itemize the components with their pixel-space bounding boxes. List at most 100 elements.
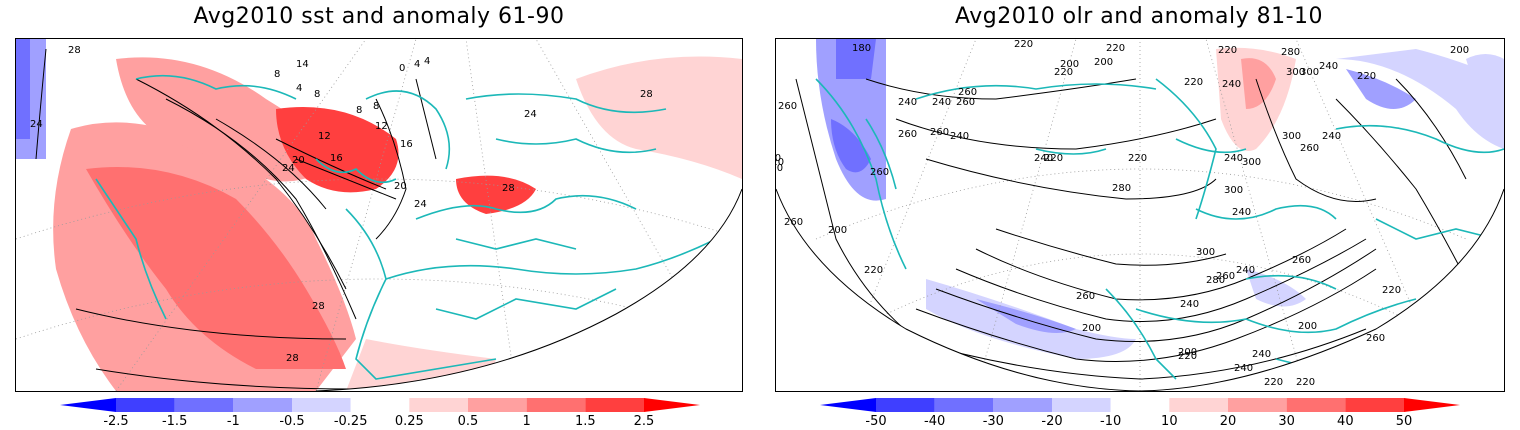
sst-anomaly-north [116, 57, 336, 182]
svg-text:240: 240 [1180, 299, 1199, 310]
svg-text:260: 260 [958, 87, 977, 98]
svg-text:240: 240 [1252, 349, 1271, 360]
colorbar-tick-label: 0.25 [394, 414, 424, 429]
colorbar-tick-label: 40 [1337, 414, 1354, 429]
svg-text:220: 220 [1128, 153, 1147, 164]
svg-text:300: 300 [1286, 67, 1305, 78]
colorbar-swatch [292, 398, 351, 412]
svg-text:240: 240 [1224, 153, 1243, 164]
svg-text:220: 220 [1296, 377, 1315, 388]
svg-text:220: 220 [776, 157, 784, 168]
colorbar-tick-label: -30 [982, 414, 1004, 429]
svg-text:220: 220 [1178, 351, 1197, 362]
colorbar-tick-label: -0.5 [279, 414, 305, 429]
sst-anomaly-med [456, 175, 536, 214]
colorbar-swatch [993, 398, 1052, 412]
colorbar-swatch [1345, 398, 1404, 412]
svg-text:28: 28 [502, 183, 515, 194]
svg-text:20: 20 [292, 155, 305, 166]
olr-anomaly-blue-east [1336, 49, 1504, 149]
svg-text:8: 8 [274, 69, 280, 80]
svg-text:280: 280 [1112, 183, 1131, 194]
sst-anomaly-east [576, 56, 742, 179]
svg-text:300: 300 [1300, 67, 1319, 78]
svg-text:200: 200 [1060, 59, 1079, 70]
panel-title-sst: Avg2010 sst and anomaly 61-90 [193, 4, 565, 29]
svg-text:28: 28 [640, 89, 653, 100]
colorbar-swatch [468, 398, 527, 412]
svg-text:220: 220 [1218, 45, 1237, 56]
colorbar-arrow-low [820, 398, 876, 412]
svg-text:24: 24 [414, 199, 427, 210]
svg-text:240: 240 [1034, 153, 1053, 164]
svg-text:28: 28 [286, 353, 299, 364]
svg-text:220: 220 [1382, 285, 1401, 296]
svg-text:20: 20 [394, 181, 407, 192]
svg-text:12: 12 [318, 131, 331, 142]
colorbar-tick-label: -40 [924, 414, 946, 429]
contour-labels-sst: 28 24 8 14 4 0 4 8 4 8 8 12 12 16 16 20 … [30, 45, 653, 364]
svg-text:24: 24 [30, 119, 43, 130]
colorbar-arrow-high [1404, 398, 1460, 412]
svg-text:240: 240 [1236, 265, 1255, 276]
svg-text:28: 28 [68, 45, 81, 56]
colorbar-tick-label: 30 [1278, 414, 1295, 429]
svg-text:200: 200 [1094, 57, 1113, 68]
svg-text:260: 260 [898, 129, 917, 140]
svg-text:260: 260 [1292, 255, 1311, 266]
svg-text:0: 0 [399, 63, 405, 74]
colorbar-swatch [934, 398, 994, 412]
svg-text:260: 260 [1366, 333, 1385, 344]
svg-text:4: 4 [414, 59, 420, 70]
svg-text:8: 8 [373, 101, 379, 112]
svg-text:8: 8 [356, 105, 362, 116]
svg-text:14: 14 [296, 59, 309, 70]
svg-text:220: 220 [864, 265, 883, 276]
svg-text:260: 260 [870, 167, 889, 178]
svg-text:260: 260 [1076, 291, 1095, 302]
colorbar-tick-label: 2.5 [633, 414, 655, 429]
svg-text:4: 4 [424, 56, 430, 67]
colorbar-swatch [1110, 398, 1170, 412]
svg-text:220: 220 [1357, 71, 1376, 82]
svg-text:240: 240 [1222, 79, 1241, 90]
map-olr: 180 220 220 200 220 200 220 220 240 280 … [775, 38, 1505, 392]
svg-text:220: 220 [1106, 43, 1125, 54]
svg-text:260: 260 [1300, 143, 1319, 154]
colorbar-tick-label: 20 [1219, 414, 1237, 429]
svg-text:280: 280 [1281, 47, 1300, 58]
svg-text:220: 220 [1054, 67, 1073, 78]
svg-text:240: 240 [1234, 363, 1253, 374]
svg-text:24: 24 [282, 163, 295, 174]
colorbar-tick-label: -2.5 [103, 414, 129, 429]
svg-text:220: 220 [1044, 153, 1063, 164]
svg-text:220: 220 [1264, 377, 1283, 388]
svg-text:200: 200 [1298, 321, 1317, 332]
svg-text:16: 16 [330, 153, 343, 164]
colorbar-olr: -50 -40 -30 -20 -10 10 20 30 40 50 [820, 398, 1460, 429]
svg-text:240: 240 [1232, 207, 1251, 218]
svg-text:24: 24 [524, 109, 537, 120]
contour-labels-olr: 180 220 220 200 220 200 220 220 240 280 … [776, 39, 1469, 388]
svg-text:240: 240 [1319, 61, 1338, 72]
colorbar-swatch [526, 398, 586, 412]
colorbar-tick-label: 0.5 [457, 414, 479, 429]
svg-text:300: 300 [1242, 157, 1261, 168]
colorbar-tick-label: -0.25 [333, 414, 368, 429]
svg-text:300: 300 [1196, 247, 1215, 258]
colorbar-swatch [1169, 398, 1228, 412]
colorbar-tick-label: -1.5 [161, 414, 188, 429]
svg-text:240: 240 [950, 131, 969, 142]
map-canvas-olr: 180 220 220 200 220 200 220 220 240 280 … [776, 39, 1504, 391]
svg-text:260: 260 [784, 217, 803, 228]
svg-text:220: 220 [1184, 77, 1203, 88]
svg-text:260: 260 [956, 97, 975, 108]
svg-text:4: 4 [296, 83, 302, 94]
sst-anomaly-north-sea [276, 107, 399, 193]
colorbar-tick-label: 50 [1395, 414, 1413, 429]
svg-text:260: 260 [778, 101, 797, 112]
colorbar-swatch [350, 398, 410, 412]
colorbar-swatch [1286, 398, 1346, 412]
svg-text:240: 240 [776, 153, 781, 164]
svg-text:200: 200 [776, 163, 783, 174]
